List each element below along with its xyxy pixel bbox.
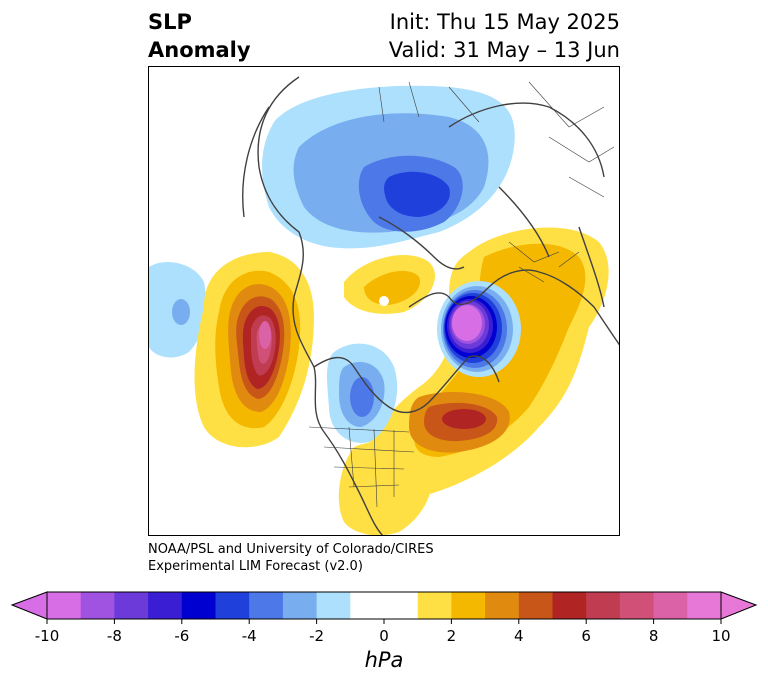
colorbar-right-extend — [720, 591, 758, 620]
colorbar-tick-label: -2 — [309, 627, 325, 645]
colorbar-segment — [417, 592, 452, 619]
arctic-high-anomaly — [344, 254, 435, 314]
arctic-low-anomaly — [149, 85, 515, 358]
colorbar-segment — [80, 592, 115, 619]
credit-text: NOAA/PSL and University of Colorado/CIRE… — [148, 541, 434, 575]
colorbar-tick-label: 2 — [446, 627, 457, 645]
pacific-high-anomaly — [194, 252, 314, 448]
colorbar-segment — [552, 592, 587, 619]
colorbar-segment — [148, 592, 183, 619]
map-title: SLP Anomaly — [148, 8, 251, 64]
title-subvariable: Anomaly — [148, 38, 251, 62]
colorbar-segment — [350, 592, 385, 619]
colorbar-tick-label: 0 — [379, 627, 389, 645]
colorbar-tick-label: 4 — [514, 627, 524, 645]
kara-sea-low-anomaly — [437, 281, 521, 377]
colorbar-tick-label: 6 — [581, 627, 591, 645]
colorbar-segment — [485, 592, 520, 619]
colorbar-segment — [316, 592, 351, 619]
colorbar-segments — [47, 592, 722, 619]
colorbar-tick-label: -4 — [241, 627, 257, 645]
colorbar-segment — [384, 592, 419, 619]
colorbar-segment — [215, 592, 250, 619]
political-borders — [308, 81, 615, 508]
credit-line-1: NOAA/PSL and University of Colorado/CIRE… — [148, 542, 434, 557]
title-variable: SLP — [148, 10, 192, 34]
colorbar-segment — [451, 592, 486, 619]
slp-anomaly-map — [149, 76, 619, 535]
valid-range: Valid: 31 May – 13 Jun — [388, 38, 620, 62]
map-dates: Init: Thu 15 May 2025 Valid: 31 May – 13… — [389, 8, 620, 64]
colorbar-segment — [114, 592, 149, 619]
init-date: Init: Thu 15 May 2025 — [389, 10, 620, 34]
map-panel — [148, 66, 620, 536]
colorbar-tickmarks — [46, 619, 722, 624]
colorbar-segment — [653, 592, 688, 619]
colorbar-unit-label: hPa — [364, 648, 404, 672]
colorbar-segment — [249, 592, 284, 619]
colorbar-left-extend — [10, 591, 48, 620]
colorbar-tick-label: -10 — [34, 627, 60, 645]
coastlines — [242, 76, 619, 535]
colorbar-segment — [586, 592, 621, 619]
colorbar-segment — [282, 592, 318, 619]
colorbar-segment — [518, 592, 553, 619]
colorbar-tick-label: 10 — [711, 627, 731, 645]
colorbar-tick-label: 8 — [648, 627, 659, 645]
southeast-us-high-anomaly — [338, 441, 433, 535]
colorbar-tick-label: -6 — [174, 627, 190, 645]
colorbar-segment — [687, 592, 722, 619]
canada-low-anomaly — [326, 343, 398, 443]
colorbar-tick-label: -8 — [106, 627, 122, 645]
colorbar-segment — [47, 592, 82, 619]
colorbar-segment — [181, 592, 216, 619]
credit-line-2: Experimental LIM Forecast (v2.0) — [148, 559, 363, 574]
colorbar-segment — [619, 592, 655, 619]
colorbar — [10, 591, 758, 624]
